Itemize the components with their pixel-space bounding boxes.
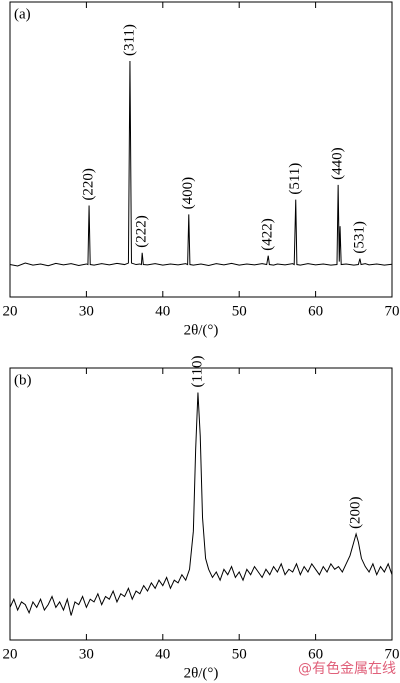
peak-label: (531): [351, 221, 367, 254]
xrd-trace: [9, 392, 393, 616]
x-tick-label: 30: [79, 646, 94, 662]
peak-label: (440): [330, 147, 346, 180]
panel-label: (b): [14, 372, 32, 388]
xrd-trace: [9, 60, 393, 267]
x-tick-label: 20: [3, 303, 18, 319]
x-tick-label: 20: [3, 646, 18, 662]
panel: 20 30 40 50 60 70 2θ/(°) (a) (220) (311) (222) (400…: [3, 1, 400, 338]
peak-label: (200): [348, 496, 364, 529]
x-tick-label: 30: [79, 303, 94, 319]
x-tick-label: 40: [155, 646, 170, 662]
plot-frame: [9, 367, 393, 641]
x-tick-label: 50: [232, 646, 247, 662]
peak-label: (311): [121, 24, 137, 56]
x-tick-label: 60: [308, 303, 323, 319]
panel: 20 30 40 50 60 70 2θ/(°) (b) (110) (200): [3, 356, 400, 682]
x-axis-title: 2θ/(°): [184, 665, 219, 681]
plot-frame: [9, 1, 393, 298]
peak-label: (222): [134, 215, 150, 248]
watermark: @有色金属在线: [298, 660, 396, 677]
peak-label: (422): [260, 218, 276, 251]
x-tick-label: 70: [385, 646, 400, 662]
x-tick-label: 40: [155, 303, 170, 319]
peak-label: (110): [189, 356, 205, 388]
peak-label: (400): [180, 177, 196, 210]
panel-label: (a): [14, 6, 31, 22]
x-tick-label: 70: [385, 303, 400, 319]
x-tick-label: 50: [232, 303, 247, 319]
peak-label: (511): [287, 163, 303, 195]
x-tick-label: 60: [308, 646, 323, 662]
x-axis-title: 2θ/(°): [184, 322, 219, 338]
peak-label: (220): [81, 168, 97, 201]
